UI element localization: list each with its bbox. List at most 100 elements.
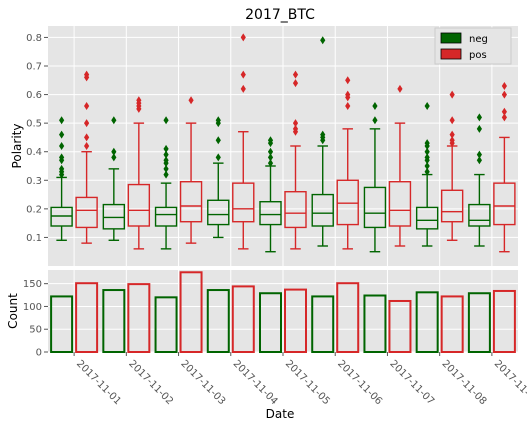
boxplot-box bbox=[468, 203, 491, 227]
boxplot-outlier-point bbox=[424, 147, 430, 156]
boxplot-box bbox=[232, 182, 255, 223]
boxplot-outlier-point bbox=[449, 90, 455, 99]
count-tick-label: 150 bbox=[23, 279, 42, 290]
count-axis-label: Count bbox=[6, 293, 20, 329]
boxplot-outlier-point bbox=[163, 150, 169, 159]
boxplot-box bbox=[363, 186, 387, 229]
boxplot-outlier-point bbox=[476, 113, 482, 122]
count-y-ticks: 0 50 100 150 bbox=[23, 279, 48, 359]
boxplot-box bbox=[179, 181, 203, 223]
boxplot-outlier-point bbox=[59, 164, 65, 173]
boxplot-outlier-point bbox=[215, 116, 221, 125]
boxplot-outlier-point bbox=[424, 139, 430, 148]
boxplot-outlier-point bbox=[292, 79, 299, 88]
boxplot-box bbox=[154, 206, 178, 227]
boxplot-outlier-point bbox=[320, 36, 326, 45]
count-bar-neg bbox=[102, 289, 126, 353]
boxplot-neg bbox=[154, 116, 178, 250]
boxplot-outlier-point bbox=[501, 82, 507, 90]
polarity-tick-label: 0.8 bbox=[26, 33, 42, 44]
boxplot-outlier-point bbox=[501, 90, 507, 99]
count-bars bbox=[50, 271, 516, 354]
count-bar-pos bbox=[440, 295, 464, 353]
boxplot-outlier-point bbox=[59, 142, 65, 150]
boxplot-outlier-point bbox=[84, 142, 90, 150]
count-bar-pos bbox=[127, 283, 151, 353]
boxplot-box bbox=[311, 193, 334, 227]
boxplot-pos bbox=[440, 90, 464, 241]
date-tick-label: 2017-11-04 bbox=[231, 358, 280, 407]
boxplot-outlier-point bbox=[449, 130, 455, 139]
count-tick-label: 100 bbox=[23, 302, 42, 313]
boxplot-neg bbox=[363, 102, 387, 253]
boxplot-outlier-point bbox=[59, 116, 65, 125]
boxplot-box bbox=[493, 182, 516, 226]
count-bar-pos bbox=[179, 271, 203, 353]
boxplot-outlier-point bbox=[215, 153, 221, 162]
count-bar-pos bbox=[492, 289, 516, 354]
boxplot-outlier-point bbox=[240, 33, 246, 42]
boxplot-outlier-point bbox=[292, 119, 299, 128]
date-axis-label: Date bbox=[266, 407, 295, 421]
polarity-tick-label: 0.2 bbox=[26, 204, 42, 215]
boxplot-box bbox=[75, 196, 98, 229]
boxplot-outlier-point bbox=[449, 136, 455, 145]
boxplot-outlier-point bbox=[267, 159, 274, 168]
date-tick-label: 2017-11-02 bbox=[126, 358, 175, 407]
boxplot-pos bbox=[127, 96, 151, 250]
boxplot-outlier-point bbox=[320, 130, 326, 139]
boxplot-outlier-point bbox=[345, 102, 351, 110]
boxplot-outlier-point bbox=[424, 153, 430, 162]
boxplot-neg bbox=[259, 136, 282, 253]
boxplot-outlier-point bbox=[163, 156, 169, 165]
count-bar-neg bbox=[467, 292, 491, 354]
date-tick-label: 2017-11-01 bbox=[74, 358, 123, 407]
boxplot-outlier-point bbox=[59, 130, 65, 139]
boxplot-box bbox=[388, 181, 412, 227]
boxplot-pos bbox=[179, 96, 203, 244]
boxplot-outlier-point bbox=[292, 124, 299, 133]
boxplot-box bbox=[440, 189, 464, 223]
legend-neg-label: neg bbox=[469, 34, 488, 45]
boxplot-outlier-point bbox=[267, 153, 274, 162]
count-bar-neg bbox=[206, 289, 230, 353]
boxplot-outlier-point bbox=[424, 167, 430, 176]
boxplot-pos bbox=[388, 84, 412, 247]
date-tick-label: 2017-11-09 bbox=[492, 358, 527, 407]
boxplot-neg bbox=[311, 36, 334, 247]
polarity-tick-label: 0.6 bbox=[26, 90, 42, 101]
boxplot-outlier-point bbox=[501, 113, 507, 122]
polarity-tick-label: 0.7 bbox=[26, 62, 42, 73]
boxplot-outlier-point bbox=[345, 76, 351, 85]
polarity-tick-label: 0.3 bbox=[26, 176, 42, 187]
legend-neg-swatch bbox=[440, 32, 462, 44]
boxplot-outlier-point bbox=[476, 124, 482, 133]
boxplot-outlier-point bbox=[111, 116, 117, 125]
boxplot-outlier-point bbox=[163, 144, 169, 153]
boxplot-outlier-point bbox=[424, 102, 430, 110]
boxplot-outlier-point bbox=[59, 153, 65, 162]
polarity-y-ticks: 0.1 0.2 0.3 0.4 0.5 0.6 0.7 0.8 bbox=[26, 33, 48, 244]
count-bar-pos bbox=[388, 299, 412, 354]
boxplot-pos bbox=[75, 70, 98, 244]
boxplot-outlier-point bbox=[111, 147, 117, 156]
boxplot-neg bbox=[50, 116, 73, 241]
count-bar-pos bbox=[231, 285, 255, 353]
count-bar-neg bbox=[311, 295, 335, 353]
chart-title: 2017_BTC bbox=[245, 7, 315, 23]
boxplot-box bbox=[207, 199, 230, 226]
boxplot-pos bbox=[232, 33, 255, 250]
date-tick-label: 2017-11-05 bbox=[283, 358, 332, 407]
boxplot-neg bbox=[207, 116, 230, 239]
boxplot-box bbox=[415, 206, 439, 230]
date-tick-label: 2017-11-07 bbox=[387, 358, 436, 407]
boxplot-pos bbox=[336, 76, 359, 250]
count-bar-neg bbox=[154, 296, 178, 354]
boxplot-box bbox=[284, 191, 307, 229]
boxplot-pos bbox=[284, 70, 307, 250]
date-tick-label: 2017-11-06 bbox=[335, 358, 384, 407]
count-bar-pos bbox=[75, 282, 99, 354]
boxplot-box bbox=[102, 203, 126, 230]
count-bar-neg bbox=[415, 291, 439, 354]
